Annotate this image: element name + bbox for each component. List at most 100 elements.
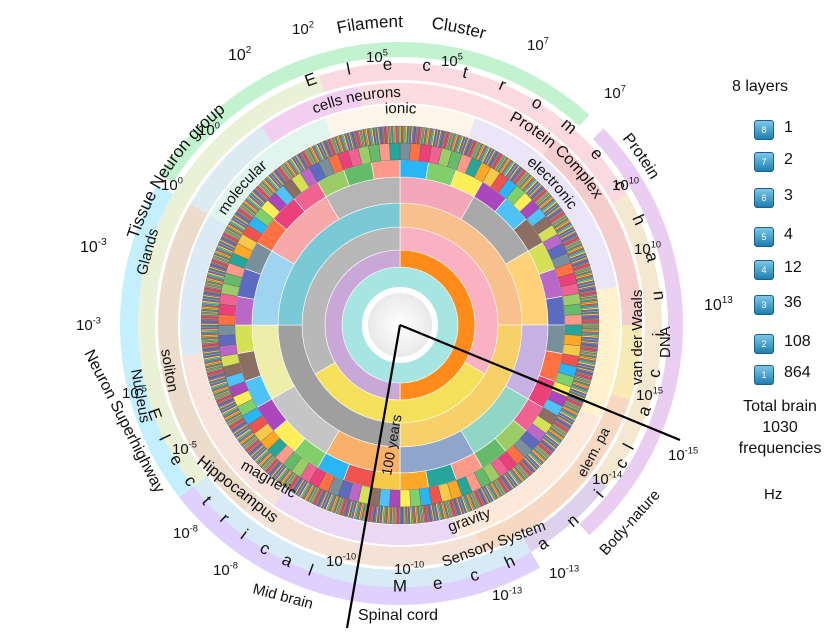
power-cluster: 107 bbox=[527, 35, 549, 54]
ring-segment bbox=[399, 470, 429, 491]
legend-count: 12 bbox=[784, 259, 802, 276]
arc-letter-mechanical: e bbox=[432, 573, 444, 593]
legend-total-line: Total brain bbox=[743, 398, 817, 415]
legend-count: 1 bbox=[784, 119, 793, 136]
power-spinal: 10-13 bbox=[492, 585, 522, 604]
legend-row: 5 4 bbox=[754, 226, 834, 251]
label-ionic: ionic bbox=[384, 100, 417, 118]
layer-badge-icon: 4 bbox=[754, 260, 774, 280]
layer-badge-icon: 2 bbox=[754, 334, 774, 354]
arc-letter-electromechanical: n bbox=[649, 290, 669, 302]
legend-total-value: 1030 bbox=[762, 419, 798, 436]
power-magnetic: 10-10 bbox=[326, 551, 356, 570]
power-tissue: 102 bbox=[228, 45, 252, 64]
power-protein: 107 bbox=[604, 83, 626, 102]
label-band bbox=[182, 352, 286, 506]
legend-row: 7 2 bbox=[754, 151, 834, 176]
ring-segment bbox=[234, 296, 255, 326]
ring-segment bbox=[563, 303, 582, 316]
power-glands: 100 bbox=[161, 175, 183, 194]
power-dna-low: 1015 bbox=[636, 385, 663, 404]
power-left-mid: 10-3 bbox=[76, 315, 101, 334]
layer-badge-icon: 6 bbox=[754, 188, 774, 208]
legend-total-line: frequencies bbox=[738, 440, 822, 457]
ring-segment bbox=[378, 143, 391, 162]
ring-segment bbox=[399, 159, 429, 180]
radial-lines bbox=[345, 323, 681, 629]
legend-row: 8 1 bbox=[754, 119, 834, 144]
label-band bbox=[593, 194, 662, 487]
power-nucleus: 10-5 bbox=[122, 383, 147, 402]
ring-segment bbox=[545, 324, 566, 354]
label-band bbox=[158, 204, 258, 511]
label-band bbox=[581, 286, 620, 418]
arc-letter-electromechanical: t bbox=[461, 63, 471, 83]
ring-segment bbox=[234, 324, 255, 354]
layer-badge-icon: 5 bbox=[754, 227, 774, 247]
arc-letter-electromechanical: c bbox=[422, 55, 433, 75]
label-band bbox=[160, 42, 590, 183]
ring-segment bbox=[389, 142, 401, 161]
frequency-rings bbox=[200, 125, 600, 525]
label-band bbox=[180, 215, 227, 356]
legend-count: 108 bbox=[784, 333, 811, 350]
ring-segment bbox=[399, 506, 402, 525]
arc-letter-electromechanical: i bbox=[649, 332, 668, 336]
legend-row: 1 864 bbox=[754, 364, 834, 389]
ring-segment bbox=[217, 314, 236, 326]
label-band bbox=[475, 393, 631, 553]
label-band bbox=[579, 128, 683, 536]
power-vdw: 1010 bbox=[634, 239, 661, 258]
arc-letter-electrical: l bbox=[155, 432, 174, 444]
ring-segment bbox=[200, 324, 219, 327]
power-gravity: 10-10 bbox=[394, 559, 424, 578]
label-band bbox=[273, 488, 457, 545]
label-band bbox=[451, 409, 600, 538]
arc-letter-electrical: l bbox=[306, 561, 316, 580]
ring-segment bbox=[218, 334, 237, 347]
power-cells: 105 bbox=[366, 47, 388, 66]
label-band bbox=[611, 325, 642, 400]
label-band bbox=[209, 118, 332, 225]
label-band bbox=[542, 139, 642, 325]
power-dna: 1013 bbox=[704, 295, 733, 314]
legend-row: 6 3 bbox=[754, 187, 834, 212]
label-band bbox=[137, 75, 325, 487]
legend-count: 864 bbox=[784, 364, 811, 381]
legend-row: 3 36 bbox=[754, 294, 834, 319]
label-cluster: Cluster bbox=[431, 14, 489, 43]
arc-letter-mechanical: M bbox=[393, 576, 407, 595]
legend-count: 36 bbox=[784, 294, 802, 311]
label-dna: DNA bbox=[657, 326, 674, 358]
ring-segment bbox=[545, 296, 566, 326]
label-spinal-cord: Spinal cord bbox=[358, 607, 438, 624]
legend-unit: Hz bbox=[764, 486, 783, 503]
label-band bbox=[324, 105, 476, 138]
ring-segment bbox=[371, 159, 401, 180]
power-hippo: 10-8 bbox=[173, 523, 198, 542]
ring-segment bbox=[409, 488, 422, 507]
layer-badge-icon: 3 bbox=[754, 295, 774, 315]
legend-count: 2 bbox=[784, 151, 793, 168]
power-left-outer: 10-3 bbox=[80, 237, 107, 256]
legend-row: 4 12 bbox=[754, 259, 834, 284]
legend-title: 8 layers bbox=[732, 78, 789, 95]
label-band bbox=[261, 86, 362, 144]
legend-count: 3 bbox=[784, 187, 793, 204]
label-van-der-waals: van der Waals bbox=[629, 290, 646, 385]
label-band bbox=[244, 495, 483, 568]
outer-label-bands bbox=[120, 42, 683, 605]
label-filament: Filament bbox=[335, 12, 403, 37]
layer-badge-icon: 7 bbox=[754, 152, 774, 172]
power-electronic: 1010 bbox=[612, 175, 639, 194]
power-ionic: 105 bbox=[441, 51, 463, 70]
ring-segment bbox=[399, 142, 411, 161]
layer-badge-icon: 1 bbox=[754, 365, 774, 385]
ring-segment bbox=[564, 324, 583, 336]
power-mid-brain: 10-8 bbox=[213, 560, 238, 579]
power-molecular: 100 bbox=[198, 120, 220, 139]
label-band bbox=[193, 475, 531, 588]
power-right-low: 10-15 bbox=[668, 445, 698, 464]
